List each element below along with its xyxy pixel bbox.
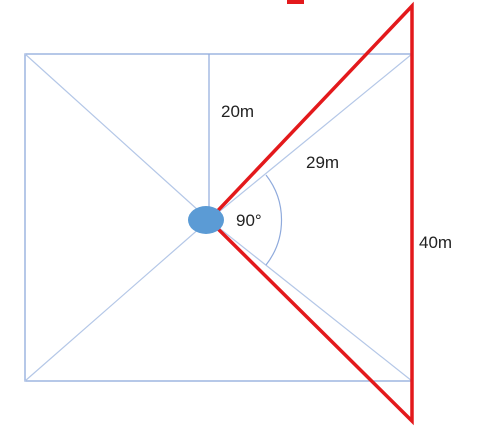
diagonal-top-right — [208, 53, 413, 221]
center-marker — [188, 206, 224, 234]
red-triangle — [206, 1, 414, 426]
label-angle: 90° — [236, 211, 262, 230]
label-opposite-side: 40m — [419, 233, 452, 252]
label-half-side: 20m — [221, 102, 254, 121]
label-diagonal-length: 29m — [306, 153, 339, 172]
top-red-fragment — [287, 0, 304, 4]
diagonal-bottom-left — [24, 219, 210, 382]
diagonal-top-left — [24, 53, 210, 221]
diagonal-bottom-right — [208, 219, 413, 382]
angle-arc — [265, 174, 283, 266]
